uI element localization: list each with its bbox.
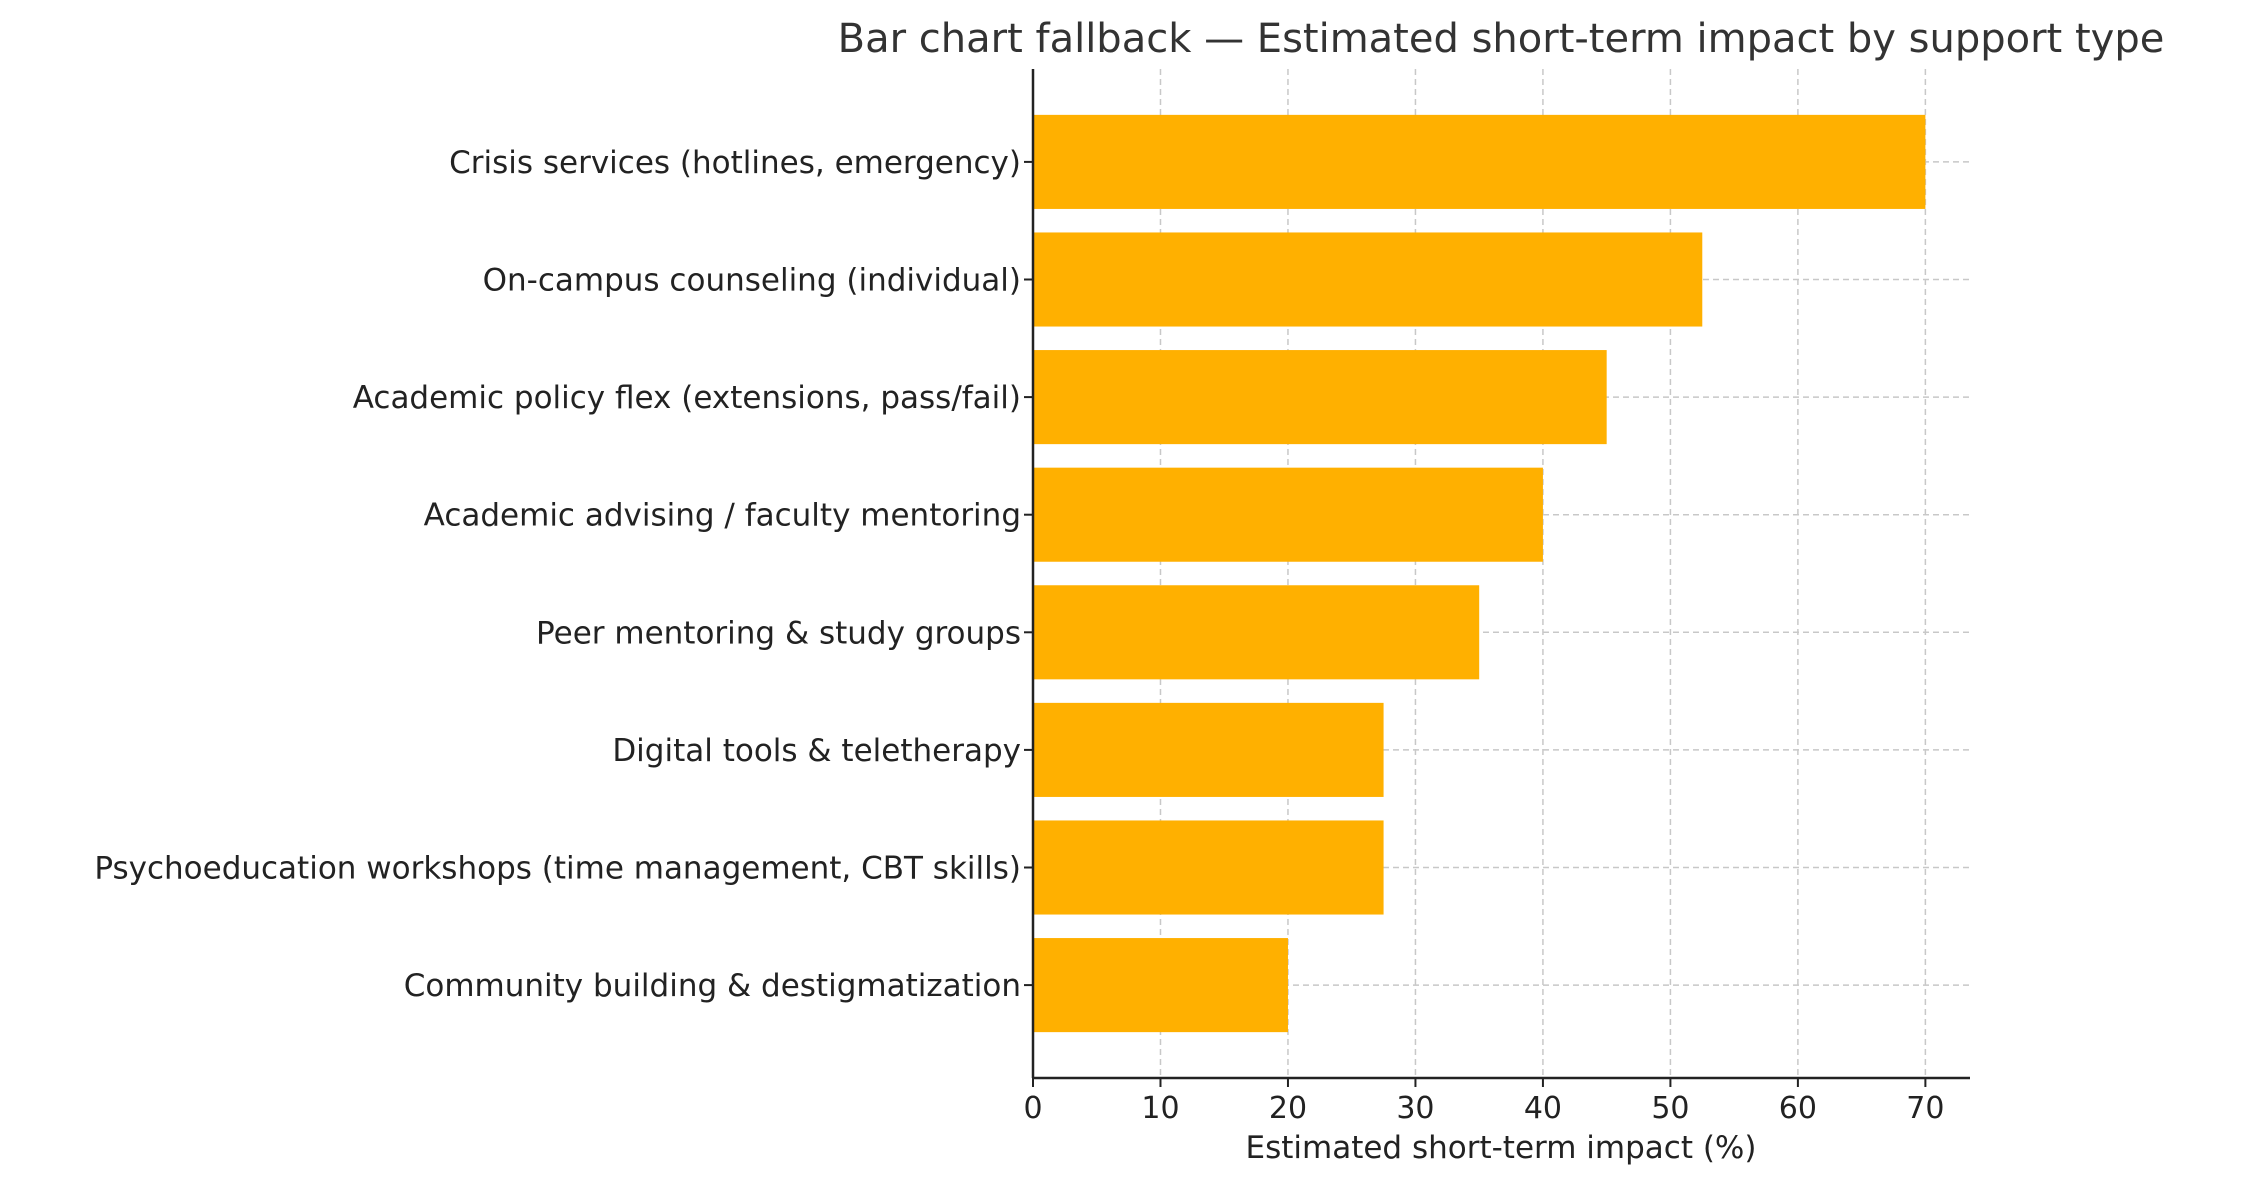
y-tick-label: Community building & destigmatization [404, 968, 1021, 1004]
y-tick-label: Academic advising / faculty mentoring [424, 498, 1021, 534]
y-tick-label: Psychoeducation workshops (time manageme… [94, 850, 1021, 886]
x-tick-label: 10 [1141, 1091, 1179, 1126]
x-tick-label: 60 [1779, 1091, 1817, 1126]
bar [1033, 350, 1607, 445]
y-tick-label: Crisis services (hotlines, emergency) [449, 145, 1021, 181]
y-axis-ticks: Crisis services (hotlines, emergency) On-… [94, 145, 1033, 1004]
x-tick-label: 40 [1524, 1091, 1562, 1126]
y-tick-label: Digital tools & teletherapy [612, 733, 1021, 769]
y-tick-label: On-campus counseling (individual) [483, 263, 1021, 299]
y-tick-label: Peer mentoring & study groups [536, 615, 1021, 651]
x-tick-label: 70 [1906, 1091, 1944, 1126]
x-axis-label: Estimated short-term impact (%) [1246, 1130, 1757, 1166]
bar [1033, 820, 1384, 915]
grid [1032, 69, 1970, 1078]
bar [1033, 232, 1703, 327]
bar [1033, 467, 1543, 562]
x-tick-label: 30 [1396, 1091, 1434, 1126]
x-tick-label: 50 [1651, 1091, 1689, 1126]
x-tick-label: 0 [1023, 1091, 1042, 1126]
x-axis-ticks: 0 10 20 30 40 50 60 70 [1023, 1078, 1944, 1126]
x-tick-label: 20 [1269, 1091, 1307, 1126]
bar [1033, 114, 1926, 209]
bar [1033, 702, 1384, 797]
bars [1033, 114, 1926, 1033]
bar [1033, 585, 1480, 680]
chart-title: Bar chart fallback — Estimated short-ter… [838, 16, 2165, 62]
bar [1033, 938, 1288, 1033]
y-tick-label: Academic policy flex (extensions, pass/f… [353, 380, 1021, 416]
